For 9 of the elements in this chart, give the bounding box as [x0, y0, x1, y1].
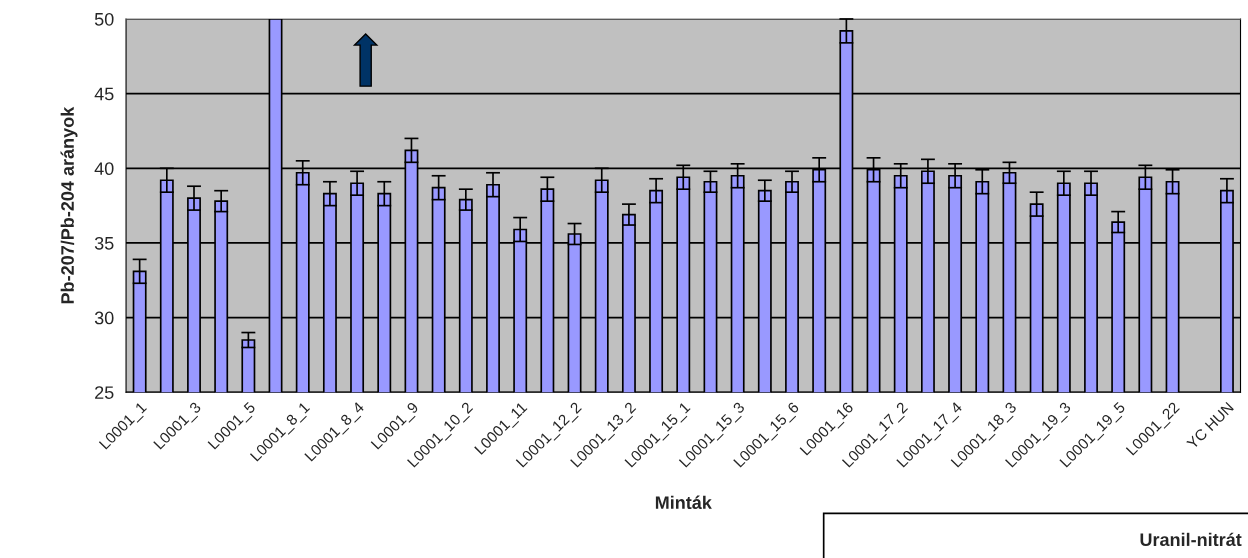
y-tick-label: 30	[94, 311, 114, 325]
text: Uranil-nitrát	[1140, 532, 1242, 547]
y-tick-label: 25	[95, 386, 114, 399]
y-tick-label: 40	[94, 162, 114, 176]
y-tick-label: 50	[94, 12, 114, 26]
y-tick-label: 35	[94, 236, 114, 250]
y-axis-title: Pb-207/Pb-204 arányok	[60, 106, 78, 304]
x-axis-title: Minták	[655, 495, 712, 510]
y-tick-label: 45	[94, 87, 114, 101]
